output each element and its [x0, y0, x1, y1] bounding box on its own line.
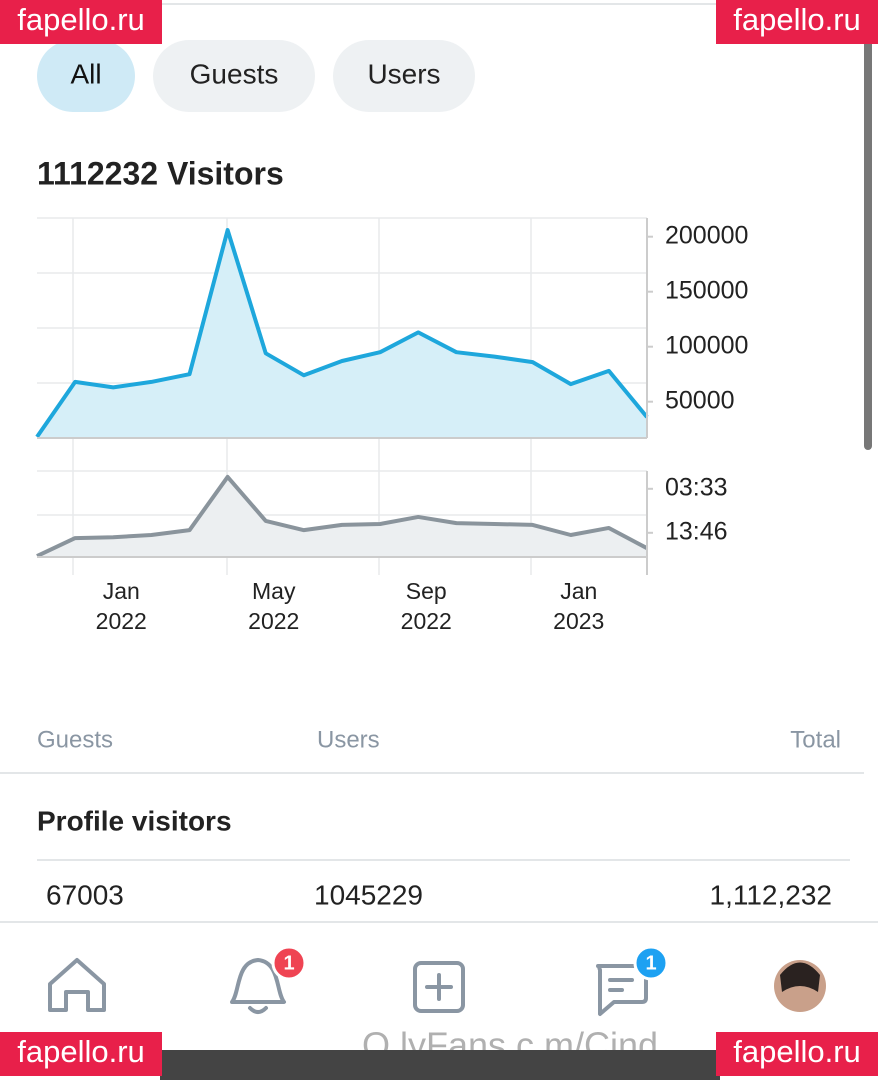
x-tick-label: May 2022 [248, 578, 300, 634]
watermark: fapello.ru [733, 2, 861, 37]
badge-count: 1 [283, 952, 294, 974]
y-tick-label: 13:46 [665, 517, 728, 545]
x-tick-label: Jan 2022 [95, 578, 147, 634]
x-tick-label: Sep 2022 [400, 578, 452, 634]
watermark-box [716, 1032, 878, 1076]
watermark: fapello.ru [17, 2, 145, 37]
home-icon[interactable] [48, 958, 106, 1012]
badge-count: 1 [645, 952, 656, 974]
tab-label[interactable]: Users [367, 58, 440, 89]
cell: 1045229 [314, 879, 423, 910]
visitors-title: 1112232 Visitors [37, 155, 284, 191]
badge [633, 945, 669, 981]
watermark-box [0, 0, 162, 44]
watermark: fapello.ru [17, 1034, 145, 1069]
tab-label[interactable]: All [70, 58, 101, 89]
avatar-hair [780, 962, 820, 992]
watermark: fapello.ru [733, 1034, 861, 1069]
tab-label[interactable]: Guests [190, 58, 279, 89]
y-tick-label: 200000 [665, 221, 748, 249]
watermark-box [0, 1032, 162, 1076]
tab-guests[interactable] [153, 40, 315, 112]
tab-all[interactable] [37, 40, 135, 112]
badge [271, 945, 307, 981]
y-tick-label: 03:33 [665, 473, 728, 501]
charts: 200000 150000 100000 50000 03:33 13:46 [35, 221, 748, 558]
cell: 1,112,232 [710, 879, 833, 910]
y-tick-label: 150000 [665, 276, 748, 304]
bottom-bar [160, 1050, 720, 1080]
table-header: Total [790, 726, 841, 753]
x-tick-label: Jan 2023 [553, 578, 605, 634]
y-tick-label: 50000 [665, 386, 735, 414]
cell: 67003 [46, 879, 124, 910]
line [36, 474, 648, 558]
table-header: Guests [37, 726, 113, 753]
table-header: Users [317, 726, 380, 753]
line [35, 228, 649, 439]
watermark-box [716, 0, 878, 44]
area [37, 230, 647, 438]
y-tick-label: 100000 [665, 331, 748, 359]
scrollbar [864, 40, 872, 450]
row-title: Profile visitors [37, 805, 232, 836]
add-icon[interactable] [413, 961, 465, 1013]
bell-icon[interactable] [230, 958, 286, 1014]
tab-users[interactable] [333, 40, 475, 112]
area [37, 476, 647, 557]
